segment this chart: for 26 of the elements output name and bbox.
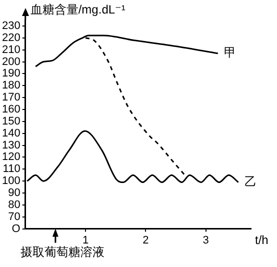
y-tick-label: 150 — [2, 115, 20, 128]
y-tick-label: 160 — [2, 104, 20, 116]
y-tick-label: 90 — [8, 187, 20, 200]
y-tick-label: 140 — [2, 127, 20, 140]
y-tick-label: 220 — [2, 32, 20, 44]
x-axis-title: t/h — [255, 233, 268, 248]
y-tick-label: 180 — [2, 80, 20, 92]
y-tick-label: 210 — [2, 44, 20, 56]
y-tick-label: 100 — [2, 175, 20, 188]
x-tick-label: 1 — [82, 234, 89, 246]
series-label: 甲 — [224, 46, 236, 60]
y-tick-label: 170 — [2, 92, 20, 104]
y-tick-label: O — [12, 222, 21, 235]
y-tick-label: 130 — [2, 139, 20, 152]
series-label: 乙 — [244, 174, 256, 189]
y-tick-label: 80 — [8, 198, 20, 211]
y-tick-label: 200 — [2, 56, 20, 68]
annotation: 摄取葡萄糖溶液 — [20, 245, 104, 260]
y-tick-label: 110 — [2, 163, 20, 176]
x-tick-label: 2 — [142, 234, 149, 246]
y-tick-label: 230 — [2, 20, 20, 32]
y-tick-label: 190 — [2, 68, 20, 80]
y-tick-label: 120 — [2, 151, 20, 164]
x-tick-label: 3 — [202, 234, 209, 246]
y-tick-label: 70 — [8, 210, 20, 223]
y-axis-title: 血糖含量/mg.dL⁻¹ — [30, 2, 126, 16]
